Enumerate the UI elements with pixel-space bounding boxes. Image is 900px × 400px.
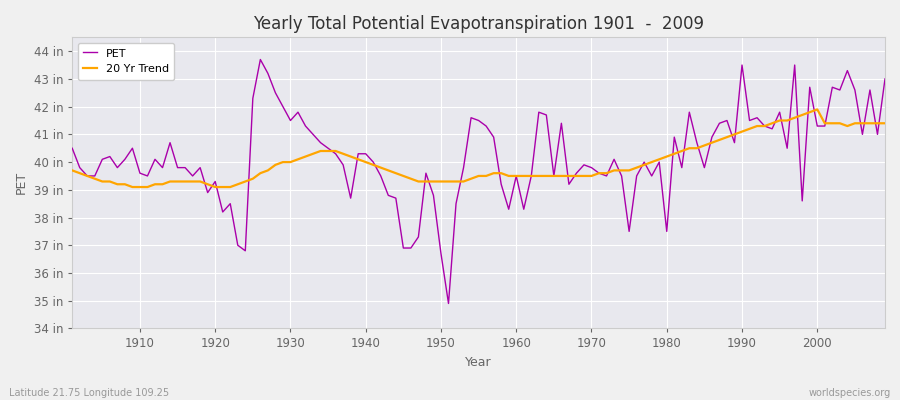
Line: PET: PET — [72, 60, 885, 304]
PET — [518, 207, 529, 212]
PET — [526, 174, 536, 178]
Title: Yearly Total Potential Evapotranspiration 1901  -  2009: Yearly Total Potential Evapotranspiratio… — [253, 15, 704, 33]
Text: worldspecies.org: worldspecies.org — [809, 388, 891, 398]
PET — [255, 57, 266, 62]
PET — [443, 301, 454, 306]
20 Yr Trend — [518, 174, 529, 178]
PET — [127, 146, 138, 151]
20 Yr Trend — [300, 154, 310, 159]
PET — [67, 146, 77, 151]
Text: Latitude 21.75 Longitude 109.25: Latitude 21.75 Longitude 109.25 — [9, 388, 169, 398]
20 Yr Trend — [346, 154, 356, 159]
X-axis label: Year: Year — [465, 356, 492, 369]
20 Yr Trend — [127, 185, 138, 190]
20 Yr Trend — [812, 107, 823, 112]
Line: 20 Yr Trend: 20 Yr Trend — [72, 110, 885, 187]
PET — [346, 196, 356, 200]
Legend: PET, 20 Yr Trend: PET, 20 Yr Trend — [77, 43, 175, 80]
20 Yr Trend — [879, 121, 890, 126]
Y-axis label: PET: PET — [15, 171, 28, 194]
20 Yr Trend — [511, 174, 522, 178]
PET — [616, 174, 627, 178]
20 Yr Trend — [67, 168, 77, 173]
20 Yr Trend — [608, 168, 619, 173]
20 Yr Trend — [134, 185, 145, 190]
PET — [300, 124, 310, 128]
PET — [879, 76, 890, 81]
